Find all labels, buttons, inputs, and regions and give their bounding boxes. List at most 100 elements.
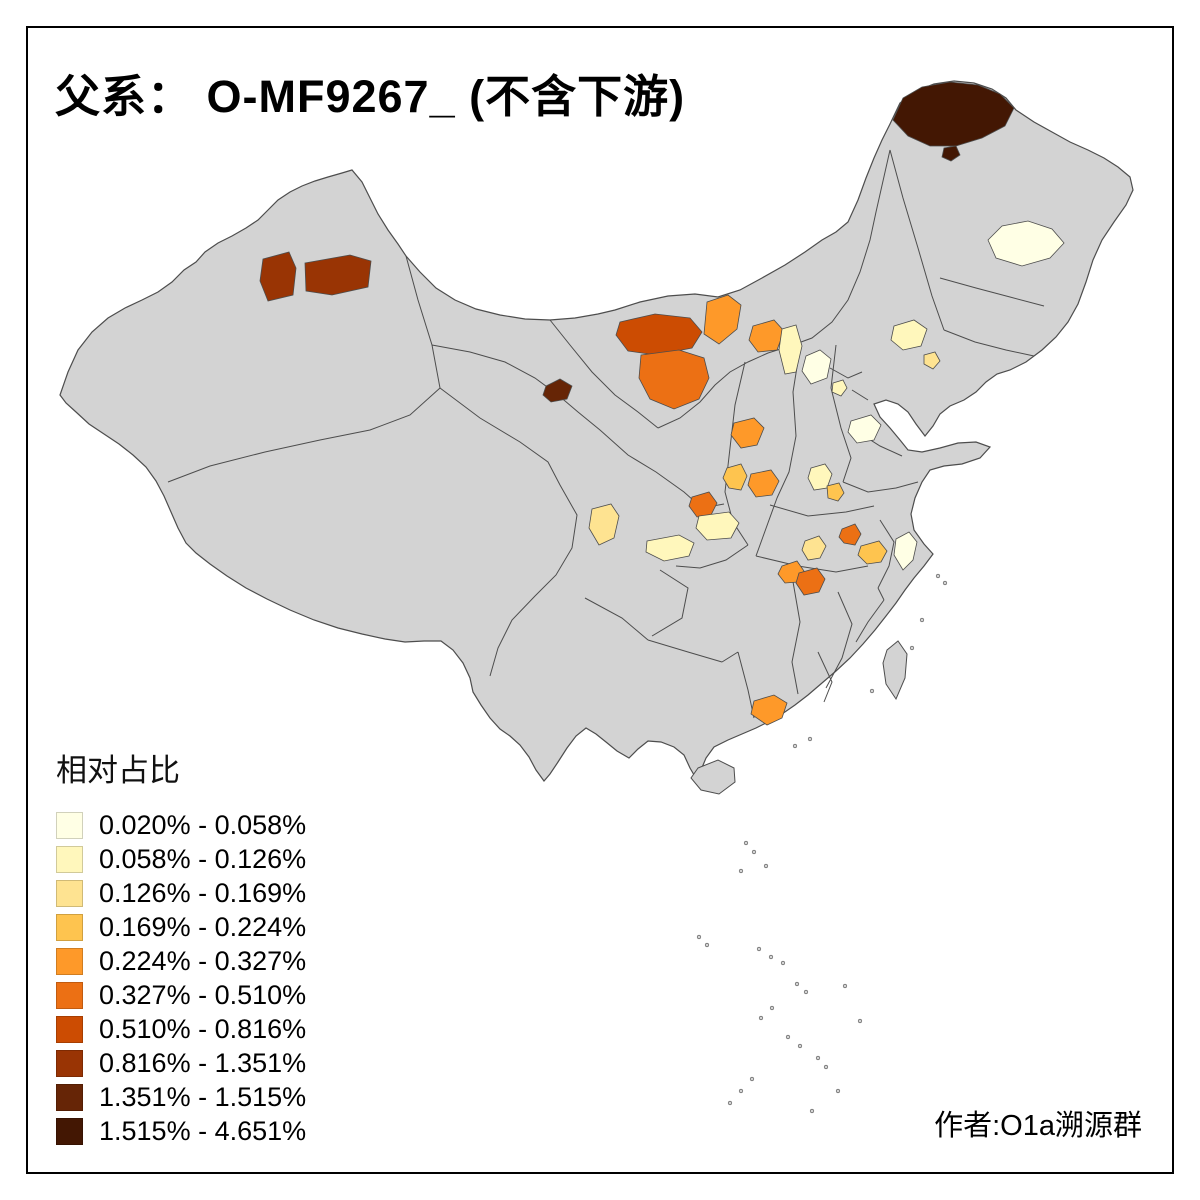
islet	[935, 573, 941, 579]
map-region-shanxi-south	[847, 414, 882, 444]
map-region-ne-pale-patch	[987, 220, 1065, 267]
legend-item: 0.020% - 0.058%	[56, 810, 307, 840]
map-region-beijing-area	[801, 349, 832, 385]
islet	[919, 617, 925, 623]
map-region-xinjiang-north-west	[259, 251, 297, 302]
legend-swatch	[56, 948, 83, 975]
legend-label: 0.816% - 1.351%	[99, 1048, 307, 1078]
legend-swatch	[56, 1118, 83, 1145]
islet	[758, 1015, 764, 1021]
islet	[797, 1043, 803, 1049]
islet	[785, 1034, 791, 1040]
map-region-shaanxi-south-strip	[695, 511, 740, 541]
map-region-guangdong-west	[750, 694, 788, 726]
map-region-xinjiang-north-east	[304, 254, 372, 296]
china-landmass	[59, 80, 1134, 782]
legend-swatch	[56, 1050, 83, 1077]
islet	[768, 954, 774, 960]
islet	[738, 1088, 744, 1094]
islet	[815, 1055, 821, 1061]
legend-item: 0.058% - 0.126%	[56, 844, 307, 874]
legend-label: 0.224% - 0.327%	[99, 946, 307, 976]
map-region-anhui-central	[857, 540, 888, 565]
map-region-shaanxi-north	[730, 417, 765, 449]
map-region-hunan-north-east	[795, 567, 826, 596]
map-region-shaanxi-central	[747, 469, 780, 498]
taiwan-island	[882, 640, 908, 701]
islet	[704, 942, 710, 948]
map-region-hebei-small	[831, 379, 848, 397]
legend-swatch	[56, 812, 83, 839]
legend-rows: 0.020% - 0.058% 0.058% - 0.126% 0.126% - 0…	[56, 810, 307, 1146]
legend-title: 相对占比	[56, 753, 180, 788]
islet	[835, 1088, 841, 1094]
islet	[942, 580, 948, 586]
islet	[857, 1018, 863, 1024]
legend-label: 0.058% - 0.126%	[99, 844, 307, 874]
legend-item: 0.126% - 0.169%	[56, 878, 307, 908]
author-credit: 作者:O1a溯源群	[934, 1110, 1142, 1142]
islet	[751, 849, 757, 855]
legend-item: 0.327% - 0.510%	[56, 980, 307, 1010]
map-region-liaoning-small	[923, 351, 941, 370]
legend-label: 0.169% - 0.224%	[99, 912, 307, 942]
map-region-ningxia-area	[638, 349, 710, 410]
islet	[809, 1108, 815, 1114]
legend-label: 0.327% - 0.510%	[99, 980, 307, 1010]
islet	[807, 736, 813, 742]
map-region-gansu-east-small	[722, 463, 748, 491]
map-region-ne-small-dot	[941, 145, 961, 162]
islet	[909, 645, 915, 651]
islet	[727, 1100, 733, 1106]
legend-item: 0.224% - 0.327%	[56, 946, 307, 976]
map-region-innermongolia-baotou	[703, 294, 742, 345]
legend-swatch	[56, 982, 83, 1009]
map-region-henan-central-small	[826, 482, 845, 502]
legend-swatch	[56, 1016, 83, 1043]
islet	[823, 1064, 829, 1070]
islet	[769, 1005, 775, 1011]
islet	[792, 743, 798, 749]
map-region-innermongolia-west-large	[615, 313, 703, 356]
islet	[743, 840, 749, 846]
south-china-sea-islands	[696, 573, 948, 1114]
colored-regions	[259, 81, 1065, 726]
map-title: 父系： O-MF9267_ (不含下游)	[55, 71, 686, 122]
legend-swatch	[56, 914, 83, 941]
map-region-innermongolia-hohhot	[748, 319, 785, 353]
legend-swatch	[56, 1084, 83, 1111]
legend-label: 0.020% - 0.058%	[99, 810, 307, 840]
legend-item: 0.816% - 1.351%	[56, 1048, 307, 1078]
province-borders	[167, 149, 1045, 719]
legend: 相对占比 0.020% - 0.058% 0.058% - 0.126% 0.126…	[56, 745, 306, 1152]
legend-label: 1.515% - 4.651%	[99, 1116, 307, 1146]
islet	[756, 946, 762, 952]
islet	[780, 960, 786, 966]
map-region-sichuan-east	[645, 534, 695, 562]
islet	[869, 688, 875, 694]
islet	[794, 981, 800, 987]
legend-item: 0.169% - 0.224%	[56, 912, 307, 942]
legend-label: 1.351% - 1.515%	[99, 1082, 307, 1112]
map-region-shanxi-north-strip	[778, 324, 803, 375]
islet	[696, 934, 702, 940]
legend-item: 1.351% - 1.515%	[56, 1082, 307, 1112]
map-region-liaoning-west	[890, 319, 928, 351]
map-region-gansu-small-dark	[542, 378, 573, 403]
map-region-sichuan-chengdu	[588, 503, 620, 546]
map-region-hubei-central	[801, 535, 827, 561]
legend-label: 0.510% - 0.816%	[99, 1014, 307, 1044]
map-region-jiangsu-shanghai	[893, 531, 918, 571]
map-region-ne-heilongjiang-top	[892, 81, 1015, 147]
legend-label: 0.126% - 0.169%	[99, 878, 307, 908]
legend-item: 1.515% - 4.651%	[56, 1116, 307, 1146]
legend-swatch	[56, 880, 83, 907]
legend-swatch	[56, 846, 83, 873]
legend-item: 0.510% - 0.816%	[56, 1014, 307, 1044]
hainan-island	[690, 759, 736, 795]
islet	[842, 983, 848, 989]
map-region-henan-south-small	[838, 523, 862, 546]
islet	[803, 989, 809, 995]
